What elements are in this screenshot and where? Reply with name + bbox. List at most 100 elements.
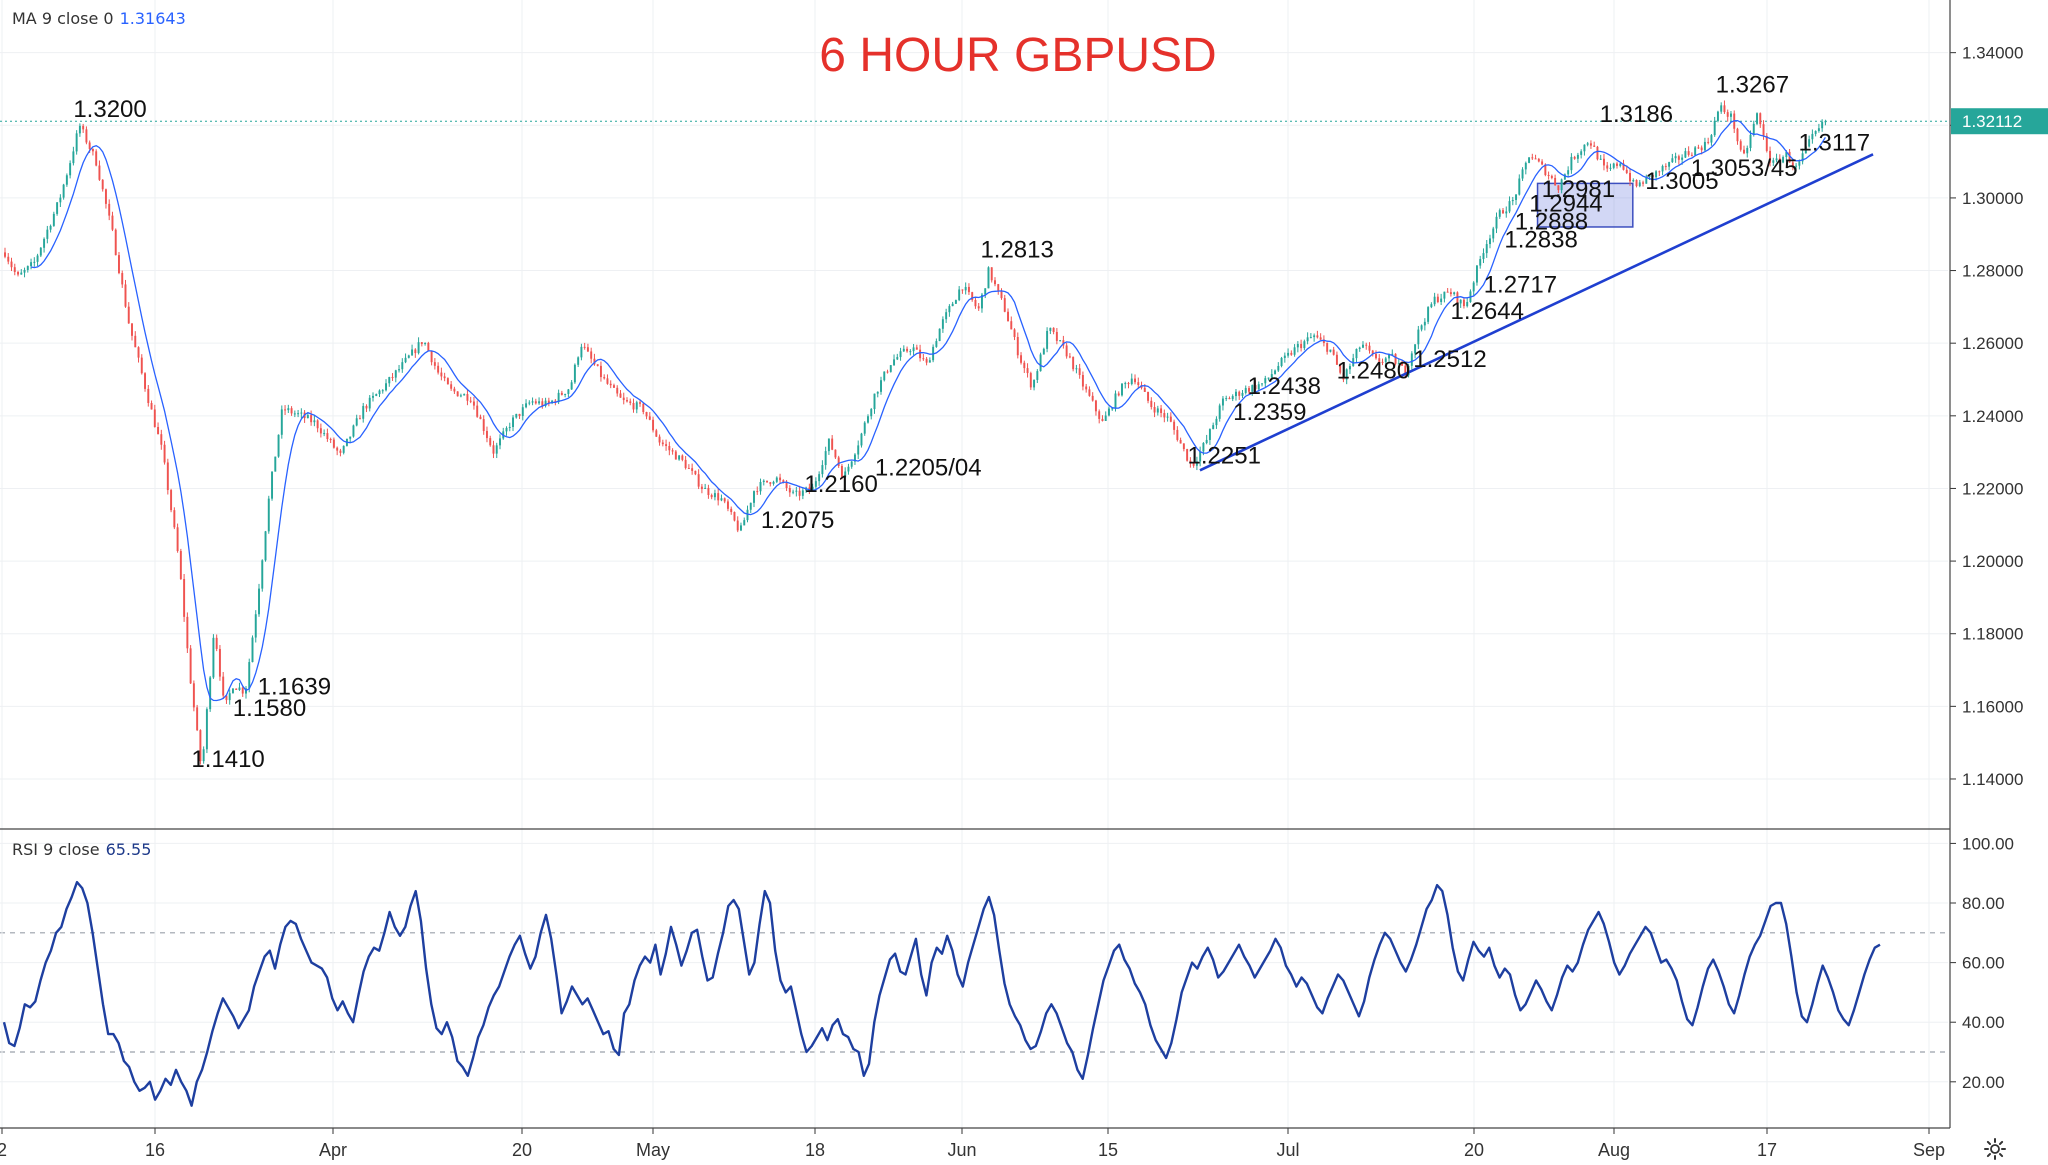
candle	[1287, 352, 1290, 356]
candle	[1313, 335, 1316, 338]
candle	[388, 377, 391, 384]
candle	[1267, 377, 1270, 379]
candle	[1508, 201, 1511, 212]
candle	[1743, 149, 1745, 154]
candle	[1401, 363, 1404, 366]
settings-gear-icon[interactable]	[1983, 1137, 2007, 1161]
candle	[101, 179, 104, 190]
candle	[1221, 398, 1224, 406]
candle	[1599, 158, 1602, 160]
candle	[264, 531, 267, 561]
candle	[1586, 143, 1589, 145]
candle	[336, 447, 339, 451]
candle	[902, 348, 905, 352]
candle	[1075, 368, 1078, 370]
price-annotation: 1.3005	[1645, 168, 1718, 195]
ma-legend[interactable]: MA 9 close 0 1.31643	[12, 9, 186, 28]
rsi-legend[interactable]: RSI 9 close 65.55	[12, 840, 151, 859]
candle	[1391, 353, 1394, 355]
candle	[1681, 157, 1684, 160]
candle	[1117, 393, 1120, 396]
candle	[1293, 347, 1296, 355]
candle	[472, 401, 475, 406]
candle	[1560, 179, 1563, 191]
candle	[17, 272, 20, 275]
candle	[1739, 141, 1742, 150]
candle	[300, 412, 303, 414]
price-annotation: 1.1580	[233, 695, 306, 722]
price-annotation: 1.2075	[761, 507, 834, 534]
ma-legend-value: 1.31643	[119, 9, 186, 28]
candle	[1068, 356, 1071, 358]
candle	[407, 355, 410, 358]
candle	[544, 400, 547, 406]
candle	[560, 392, 563, 395]
candle	[1143, 387, 1146, 392]
candle	[1055, 331, 1058, 341]
candle	[785, 482, 788, 489]
candle	[1094, 400, 1097, 412]
candle	[967, 286, 970, 293]
candle	[681, 455, 684, 460]
candle	[1130, 378, 1133, 385]
candle	[938, 328, 941, 342]
candle	[915, 347, 918, 350]
price-axis-label: 1.20000	[1962, 552, 2023, 571]
rsi-pane[interactable]	[2, 880, 1881, 1107]
candle	[827, 438, 830, 452]
candle	[886, 371, 889, 373]
candle	[368, 397, 371, 409]
candle	[639, 402, 642, 404]
candle	[1638, 182, 1641, 187]
candle	[1088, 389, 1091, 396]
rsi-axis-label: 80.00	[1962, 894, 2005, 913]
candle	[844, 471, 847, 478]
candle	[323, 433, 326, 435]
candle	[1036, 371, 1039, 380]
candle	[176, 527, 179, 552]
candle	[1319, 337, 1322, 340]
candle	[293, 413, 296, 415]
candle	[1332, 349, 1335, 355]
candle	[147, 388, 150, 404]
candle	[1156, 408, 1159, 413]
candle	[954, 300, 957, 304]
candle	[297, 413, 300, 415]
candle	[1671, 158, 1674, 163]
candle	[1228, 398, 1231, 400]
candle	[1785, 151, 1788, 158]
candle	[1322, 339, 1325, 343]
candle	[1762, 124, 1765, 136]
candle	[570, 382, 573, 390]
candle	[495, 445, 498, 454]
candle	[567, 389, 570, 394]
candle	[166, 462, 169, 491]
candle	[241, 687, 244, 694]
candle	[46, 229, 49, 239]
candle	[759, 481, 762, 492]
candle	[1248, 388, 1250, 392]
price-pane[interactable]	[0, 100, 1950, 765]
candle	[1505, 211, 1508, 214]
candle	[1537, 158, 1540, 162]
candle	[1205, 439, 1208, 444]
candle	[1632, 180, 1635, 182]
candle	[1462, 299, 1465, 307]
candle	[489, 438, 492, 446]
candle	[1655, 171, 1658, 178]
candle	[590, 351, 593, 359]
candle	[1795, 165, 1798, 167]
candle	[919, 349, 922, 359]
candle	[316, 420, 319, 429]
candle	[941, 319, 944, 329]
candle	[1814, 130, 1817, 134]
candle	[1791, 162, 1794, 167]
candle	[1234, 391, 1237, 397]
candle	[648, 416, 651, 420]
candle	[1576, 154, 1579, 159]
candle	[814, 481, 817, 487]
candle	[1410, 353, 1413, 366]
candle	[463, 394, 466, 396]
candle	[1824, 121, 1827, 123]
candle	[215, 637, 218, 649]
